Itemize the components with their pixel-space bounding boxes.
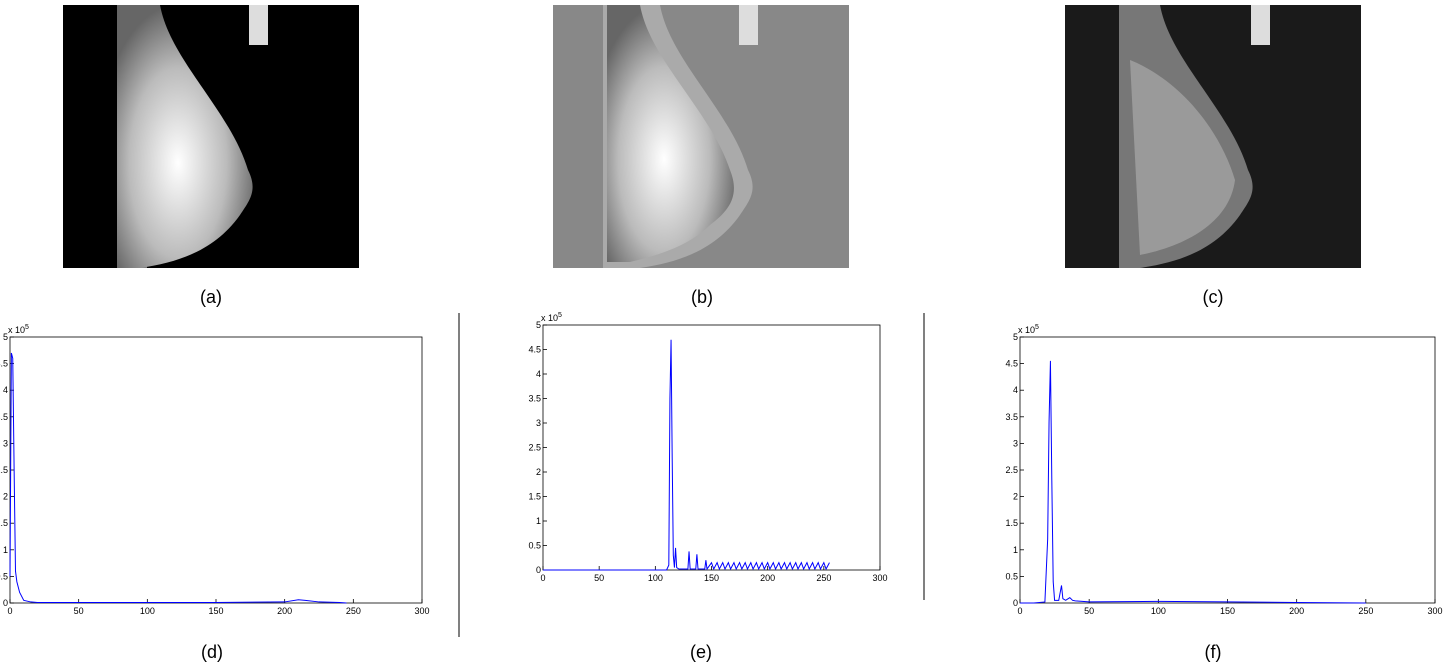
- x-tick-label: 200: [760, 573, 775, 583]
- histogram-chart: 0 50 100 150 200 250 300 0 0.5 1 1.5 2 2.5 3 3.5 4 4.5 5x…: [528, 312, 887, 662]
- y-tick-label: 5: [1013, 332, 1018, 342]
- plot-frame: [9, 336, 423, 604]
- y-tick-label: 2: [536, 467, 541, 477]
- y-tick-label: 3.5: [1005, 412, 1018, 422]
- x-tick-label: 150: [208, 606, 223, 616]
- y-tick-label: 3.5: [0, 412, 8, 422]
- plot-frame: [1019, 336, 1436, 604]
- histogram-line: [9, 352, 347, 604]
- axis-multiplier: x 105: [8, 324, 29, 335]
- y-tick-label: 1: [1013, 545, 1018, 555]
- y-tick-label: 3: [1013, 438, 1018, 448]
- x-tick-label: 250: [346, 606, 361, 616]
- y-tick-label: 2.5: [528, 443, 541, 453]
- axis-multiplier: x 105: [1018, 324, 1039, 335]
- y-tick-label: 4: [3, 385, 8, 395]
- multiplier-exponent: 5: [1035, 324, 1039, 331]
- y-tick-label: 0.5: [528, 541, 541, 551]
- x-tick-label: 0: [1017, 606, 1022, 616]
- y-tick-label: 4.5: [0, 359, 8, 369]
- x-tick-label: 250: [816, 573, 831, 583]
- y-tick-label: 4: [1013, 385, 1018, 395]
- y-tick-label: 1.5: [1005, 518, 1018, 528]
- histogram-chart: 0 50 100 150 200 250 300 0 0.5 1 1.5 2 2.5 3 3.5 4 4.5 5x…: [0, 324, 430, 662]
- y-tick-label: 1: [3, 545, 8, 555]
- y-tick-label: 2.5: [1005, 465, 1018, 475]
- image-caption: (b): [691, 287, 713, 307]
- x-tick-label: 300: [872, 573, 887, 583]
- y-tick-label: 3: [536, 418, 541, 428]
- image-c: [1065, 5, 1361, 268]
- histogram-chart: 0 50 100 150 200 250 300 0 0.5 1 1.5 2 2.5 3 3.5 4 4.5 5x…: [1005, 324, 1442, 662]
- plot-frame: [542, 324, 881, 571]
- x-tick-label: 100: [140, 606, 155, 616]
- histogram-line: [543, 339, 830, 571]
- image-caption: (c): [1203, 287, 1224, 307]
- x-tick-label: 150: [704, 573, 719, 583]
- multiplier-exponent: 5: [25, 324, 29, 331]
- x-tick-label: 200: [1289, 606, 1304, 616]
- x-tick-label: 0: [7, 606, 12, 616]
- chart-caption: (f): [1205, 642, 1222, 662]
- x-tick-label: 0: [540, 573, 545, 583]
- y-tick-label: 0.5: [1005, 571, 1018, 581]
- y-tick-label: 2: [1013, 492, 1018, 502]
- y-tick-label: 1.5: [0, 518, 8, 528]
- axis-multiplier: x 105: [541, 312, 562, 323]
- y-tick-label: 4.5: [1005, 359, 1018, 369]
- chart-caption: (e): [690, 642, 712, 662]
- x-tick-label: 150: [1220, 606, 1235, 616]
- x-tick-label: 100: [648, 573, 663, 583]
- x-tick-label: 50: [594, 573, 604, 583]
- y-tick-label: 5: [3, 332, 8, 342]
- y-tick-label: 5: [536, 320, 541, 330]
- y-tick-label: 1: [536, 516, 541, 526]
- x-tick-label: 50: [74, 606, 84, 616]
- x-tick-label: 250: [1358, 606, 1373, 616]
- y-tick-label: 0: [3, 598, 8, 608]
- multiplier-base: x 10: [8, 325, 25, 335]
- multiplier-base: x 10: [1018, 325, 1035, 335]
- y-tick-label: 1.5: [528, 492, 541, 502]
- x-tick-label: 100: [1151, 606, 1166, 616]
- y-tick-label: 0.5: [0, 571, 8, 581]
- image-b: [553, 5, 849, 268]
- y-tick-label: 2: [3, 492, 8, 502]
- y-tick-label: 3: [3, 438, 8, 448]
- x-tick-label: 300: [414, 606, 429, 616]
- image-a: [63, 5, 359, 268]
- multiplier-exponent: 5: [558, 312, 562, 319]
- y-tick-label: 4.5: [528, 345, 541, 355]
- x-tick-label: 300: [1427, 606, 1442, 616]
- image-caption: (a): [200, 287, 222, 307]
- y-tick-label: 3.5: [528, 394, 541, 404]
- chart-caption: (d): [201, 642, 223, 662]
- histogram-line: [1020, 360, 1366, 604]
- x-tick-label: 50: [1084, 606, 1094, 616]
- multiplier-base: x 10: [541, 313, 558, 323]
- x-tick-label: 200: [277, 606, 292, 616]
- y-tick-label: 0: [536, 565, 541, 575]
- y-tick-label: 4: [536, 369, 541, 379]
- y-tick-label: 0: [1013, 598, 1018, 608]
- y-tick-label: 2.5: [0, 465, 8, 475]
